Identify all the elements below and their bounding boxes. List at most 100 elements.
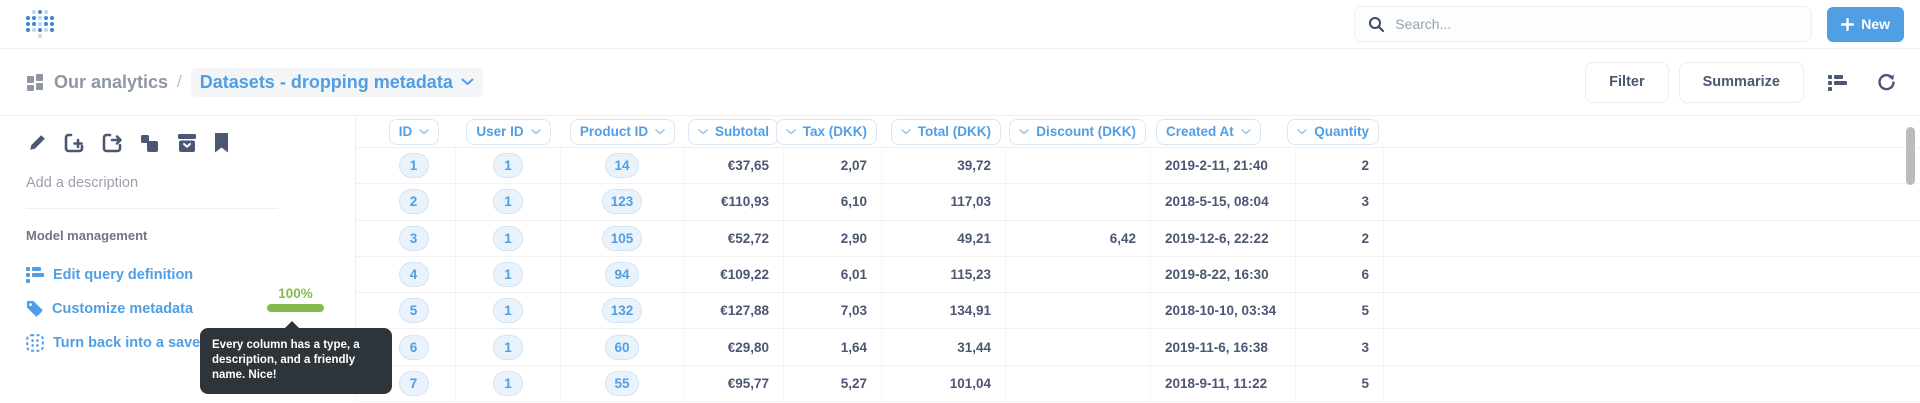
table-cell[interactable]: 1 (372, 148, 456, 184)
refresh-icon[interactable] (1871, 67, 1902, 98)
table-cell[interactable]: 1,64 (784, 329, 882, 365)
column-header-pill[interactable]: ID (388, 118, 440, 145)
notebook-view-icon[interactable] (1822, 68, 1853, 97)
column-header-pill[interactable]: Total (DKK) (890, 118, 1001, 145)
table-cell[interactable]: 94 (561, 256, 684, 293)
table-cell[interactable]: €37,65 (684, 148, 784, 184)
duplicate-icon[interactable] (139, 133, 160, 154)
table-cell[interactable]: 134,91 (882, 293, 1006, 329)
table-cell[interactable]: 1 (456, 293, 561, 329)
customize-metadata-label: Customize metadata (52, 300, 194, 317)
table-cell[interactable]: 2 (1296, 220, 1384, 256)
breadcrumb: Our analytics / Datasets - dropping meta… (26, 67, 483, 97)
table-cell[interactable]: 117,03 (882, 184, 1006, 220)
chevron-down-icon (785, 128, 796, 134)
table-cell[interactable]: 101,04 (882, 365, 1006, 402)
metabase-logo-icon[interactable] (26, 9, 55, 39)
table-cell[interactable]: 5 (1296, 365, 1384, 402)
table-cell[interactable]: 7 (372, 365, 456, 402)
move-icon[interactable] (101, 132, 123, 154)
dataset-title-menu[interactable]: Datasets - dropping metadata (190, 67, 483, 97)
column-header-pill[interactable]: User ID (466, 118, 551, 145)
table-cell[interactable]: 2019-8-22, 16:30 (1151, 256, 1296, 293)
column-header-discount-dkk: Discount (DKK) (1006, 116, 1151, 147)
table-cell[interactable]: 6 (372, 329, 456, 365)
add-to-dashboard-icon[interactable] (63, 132, 85, 154)
table-cell[interactable]: 2,07 (784, 148, 882, 184)
table-cell[interactable]: 60 (561, 329, 684, 365)
table-cell[interactable]: 2,90 (784, 220, 882, 256)
breadcrumb-collection[interactable]: Our analytics (54, 71, 169, 92)
search-bar[interactable] (1354, 6, 1813, 42)
table-cell[interactable]: 2019-11-6, 16:38 (1151, 329, 1296, 365)
bookmark-icon[interactable] (214, 133, 229, 153)
table-cell[interactable] (1006, 184, 1151, 220)
table-cell[interactable]: 2018-5-15, 08:04 (1151, 184, 1296, 220)
table-cell[interactable]: 2 (1296, 148, 1384, 184)
search-input[interactable] (1395, 16, 1799, 32)
table-cell[interactable]: 7,03 (784, 293, 882, 329)
column-header-pill[interactable]: Tax (DKK) (775, 118, 877, 145)
column-header-label: Product ID (579, 124, 649, 139)
table-cell[interactable]: 5 (372, 293, 456, 329)
add-description-field[interactable]: Add a description (26, 175, 139, 191)
table-cell[interactable]: 105 (561, 220, 684, 256)
table-cell[interactable]: 5 (1296, 293, 1384, 329)
table-cell[interactable]: 39,72 (882, 148, 1006, 184)
table-cell[interactable]: 1 (456, 148, 561, 184)
table-cell[interactable]: 31,44 (882, 329, 1006, 365)
table-cell[interactable]: 2019-2-11, 21:40 (1151, 148, 1296, 184)
table-cell[interactable]: 1 (456, 329, 561, 365)
table-cell[interactable]: 2 (372, 184, 456, 220)
table-cell[interactable]: 2018-9-11, 11:22 (1151, 365, 1296, 402)
table-cell[interactable]: 1 (456, 365, 561, 402)
column-header-pill[interactable]: Subtotal (688, 118, 779, 145)
table-cell[interactable]: 14 (561, 148, 684, 184)
table-cell[interactable]: €127,88 (684, 293, 784, 329)
id-pill: 105 (601, 225, 643, 251)
chevron-down-icon (530, 128, 541, 134)
table-cell[interactable] (1006, 365, 1151, 402)
pencil-icon[interactable] (26, 133, 47, 154)
table-cell[interactable]: 123 (561, 184, 684, 220)
summarize-button[interactable]: Summarize (1678, 61, 1804, 103)
table-cell[interactable]: 132 (561, 293, 684, 329)
column-header-pill[interactable]: Product ID (569, 118, 676, 145)
table-cell[interactable]: 1 (456, 256, 561, 293)
table-cell[interactable]: 55 (561, 365, 684, 402)
edit-query-definition-link[interactable]: Edit query definition (26, 267, 329, 283)
column-header-pill[interactable]: Discount (DKK) (1009, 118, 1146, 145)
table-cell[interactable] (1006, 256, 1151, 293)
table-cell[interactable]: 6,01 (784, 256, 882, 293)
table-cell[interactable]: €29,80 (684, 329, 784, 365)
table-cell[interactable]: 49,21 (882, 220, 1006, 256)
table-cell[interactable]: €52,72 (684, 220, 784, 256)
table-cell[interactable]: 3 (1296, 329, 1384, 365)
table-cell[interactable]: 6,10 (784, 184, 882, 220)
table-cell[interactable]: 2019-12-6, 22:22 (1151, 220, 1296, 256)
archive-icon[interactable] (176, 133, 198, 153)
table-cell[interactable]: 4 (372, 256, 456, 293)
table-cell[interactable]: 6,42 (1006, 220, 1151, 256)
table-cell[interactable] (1006, 293, 1151, 329)
table-cell[interactable]: €95,77 (684, 365, 784, 402)
table-cell[interactable]: 1 (456, 220, 561, 256)
filter-button[interactable]: Filter (1585, 61, 1669, 103)
table-cell[interactable] (1006, 329, 1151, 365)
table-cell[interactable]: 115,23 (882, 256, 1006, 293)
table-cell[interactable]: €109,22 (684, 256, 784, 293)
column-header-pill[interactable]: Created At (1156, 118, 1261, 145)
table-cell[interactable]: 3 (372, 220, 456, 256)
table-cell[interactable]: 2018-10-10, 03:34 (1151, 293, 1296, 329)
id-pill: 14 (605, 153, 639, 179)
table-cell[interactable] (1006, 148, 1151, 184)
table-cell[interactable]: 1 (456, 184, 561, 220)
customize-metadata-link[interactable]: Customize metadata (26, 300, 329, 317)
table-cell[interactable]: 3 (1296, 184, 1384, 220)
vertical-scrollbar[interactable] (1906, 127, 1915, 185)
new-button[interactable]: New (1827, 6, 1904, 42)
table-cell[interactable]: 6 (1296, 256, 1384, 293)
table-cell[interactable]: 5,27 (784, 365, 882, 402)
column-header-pill[interactable]: Quantity (1287, 118, 1379, 145)
table-cell[interactable]: €110,93 (684, 184, 784, 220)
